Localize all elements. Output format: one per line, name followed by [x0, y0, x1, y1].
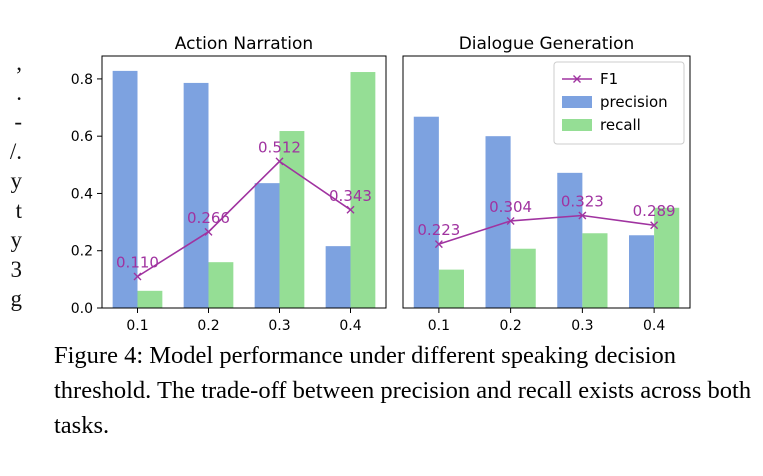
f1-line	[137, 160, 351, 278]
precision-bar	[325, 246, 351, 308]
precision-bar	[413, 116, 439, 308]
precision-bar	[254, 183, 280, 308]
figure-caption: Figure 4: Model performance under differ…	[54, 342, 752, 439]
y-tick-label: 0.4	[71, 186, 93, 202]
x-tick-label: 0.3	[268, 318, 290, 334]
recall-bar	[208, 262, 234, 308]
x-tick-label: 0.3	[571, 318, 593, 334]
legend-label-recall: recall	[600, 116, 641, 134]
chart-panel-2: 0.223 0.304 0.323 0.289 0.1 0.2 0.3 0.4 Dialogue…	[402, 34, 691, 334]
recall-bar	[654, 207, 680, 308]
x-tick-label: 0.2	[197, 318, 219, 334]
recall-bar	[582, 233, 608, 308]
f1-data-label: 0.512	[258, 138, 301, 156]
legend-f1-marker	[573, 75, 581, 83]
margin-fragment: -	[14, 109, 22, 134]
precision-bar	[557, 172, 583, 308]
y-tick-label: 0.2	[71, 244, 93, 260]
legend-label-f1: F1	[600, 70, 618, 88]
recall-bar	[279, 131, 305, 308]
recall-bar	[510, 248, 536, 308]
y-tick-label: 0.8	[71, 72, 93, 88]
f1-line	[438, 214, 655, 245]
panel-title: Action Narration	[175, 34, 313, 54]
margin-fragment: /.	[9, 138, 22, 164]
plot-frame	[402, 55, 691, 309]
f1-data-label: 0.343	[329, 187, 372, 205]
f1-marker	[434, 240, 443, 249]
legend-label-precision: precision	[600, 93, 668, 111]
f1-data-label: 0.223	[417, 221, 460, 239]
plot-frame	[101, 55, 387, 309]
y-tick-label: 0.6	[71, 129, 93, 145]
recall-bar	[438, 269, 464, 308]
margin-fragment: ,	[16, 50, 22, 75]
f1-marker	[275, 157, 284, 166]
f1-marker	[650, 221, 659, 230]
legend-recall-swatch	[562, 119, 592, 131]
margin-fragment: .	[16, 79, 22, 105]
f1-marker	[204, 227, 213, 236]
x-tick-label: 0.4	[643, 318, 665, 334]
recall-bar	[137, 290, 163, 308]
margin-fragment: 3	[10, 256, 23, 282]
legend: F1 precision recall	[553, 61, 685, 145]
f1-data-label: 0.304	[489, 198, 532, 216]
left-margin-text: ,. - /. y t y 3 g	[0, 48, 22, 314]
x-tick-label: 0.1	[126, 318, 148, 334]
f1-data-label: 0.289	[633, 202, 676, 220]
precision-bar	[183, 82, 209, 308]
y-tick-label: 0.0	[71, 301, 93, 317]
f1-marker	[506, 216, 515, 225]
margin-fragment: y	[10, 227, 23, 252]
margin-fragment: y	[10, 168, 23, 193]
f1-marker	[578, 211, 587, 220]
chart-panel-1: 0.110 0.266 0.512 0.343 0.1 0.2 0.3 0.4 0.0 0.2 0.…	[71, 34, 387, 334]
precision-bar	[629, 235, 655, 308]
f1-data-label: 0.266	[187, 209, 230, 227]
x-tick-label: 0.1	[428, 318, 450, 334]
recall-bar	[350, 72, 376, 308]
f1-marker	[346, 205, 355, 214]
legend-precision-swatch	[562, 96, 592, 108]
x-tick-label: 0.2	[499, 318, 521, 334]
panel-title: Dialogue Generation	[459, 34, 635, 54]
margin-fragment: t	[15, 197, 22, 223]
precision-bar	[112, 70, 138, 309]
f1-data-label: 0.323	[561, 193, 604, 211]
x-tick-label: 0.4	[339, 318, 361, 334]
margin-fragment: g	[10, 286, 23, 311]
f1-data-label: 0.110	[116, 254, 159, 272]
f1-marker	[133, 272, 142, 281]
